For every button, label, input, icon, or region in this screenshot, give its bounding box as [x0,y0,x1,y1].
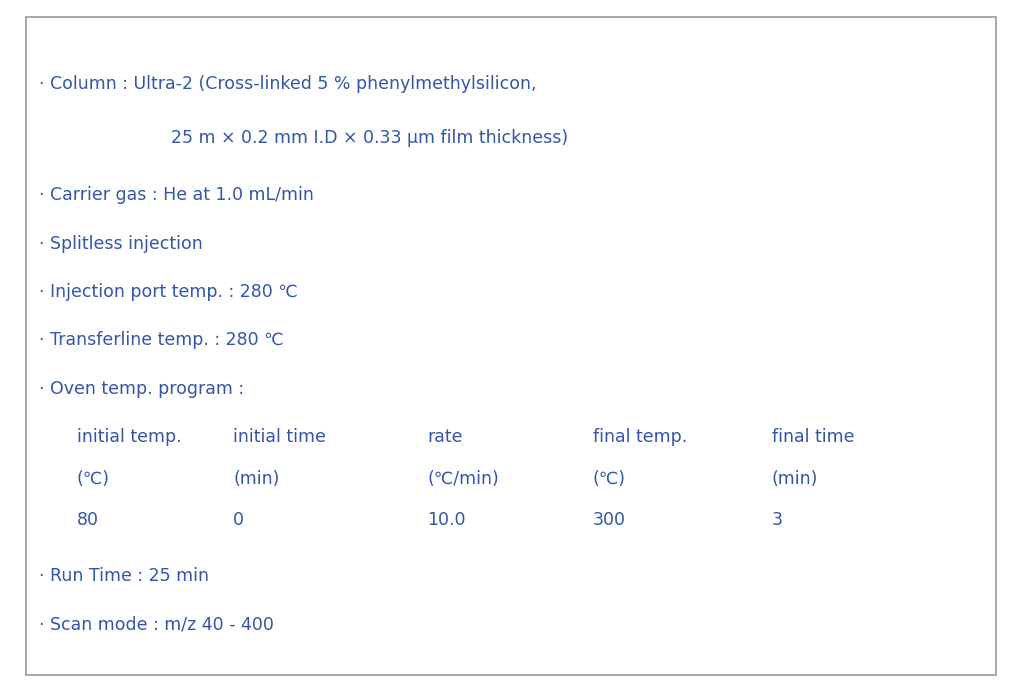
Text: · Carrier gas : He at 1.0 mL/min: · Carrier gas : He at 1.0 mL/min [39,186,314,204]
Text: (min): (min) [233,470,279,488]
Text: · Transferline temp. : 280 ℃: · Transferline temp. : 280 ℃ [39,331,283,349]
Text: · Run Time : 25 min: · Run Time : 25 min [39,567,208,585]
Text: 0: 0 [233,511,244,529]
Text: 10.0: 10.0 [427,511,466,529]
Text: (℃/min): (℃/min) [427,470,499,488]
Text: final time: final time [772,428,854,446]
Text: initial time: initial time [233,428,326,446]
Text: rate: rate [427,428,463,446]
Text: · Injection port temp. : 280 ℃: · Injection port temp. : 280 ℃ [39,283,297,301]
Text: · Column : Ultra-2 (Cross-linked 5 % phenylmethylsilicon,: · Column : Ultra-2 (Cross-linked 5 % phe… [39,75,537,93]
Text: · Splitless injection: · Splitless injection [39,235,202,253]
Text: 300: 300 [593,511,625,529]
Text: initial temp.: initial temp. [77,428,181,446]
Text: 25 m × 0.2 mm I.D × 0.33 μm film thickness): 25 m × 0.2 mm I.D × 0.33 μm film thickne… [39,129,568,147]
Text: (℃): (℃) [77,470,109,488]
Text: · Scan mode : m/z 40 - 400: · Scan mode : m/z 40 - 400 [39,615,274,633]
FancyBboxPatch shape [26,17,996,675]
Text: 3: 3 [772,511,783,529]
Text: (min): (min) [772,470,818,488]
Text: 80: 80 [77,511,99,529]
Text: (℃): (℃) [593,470,625,488]
Text: · Oven temp. program :: · Oven temp. program : [39,380,244,398]
Text: final temp.: final temp. [593,428,687,446]
